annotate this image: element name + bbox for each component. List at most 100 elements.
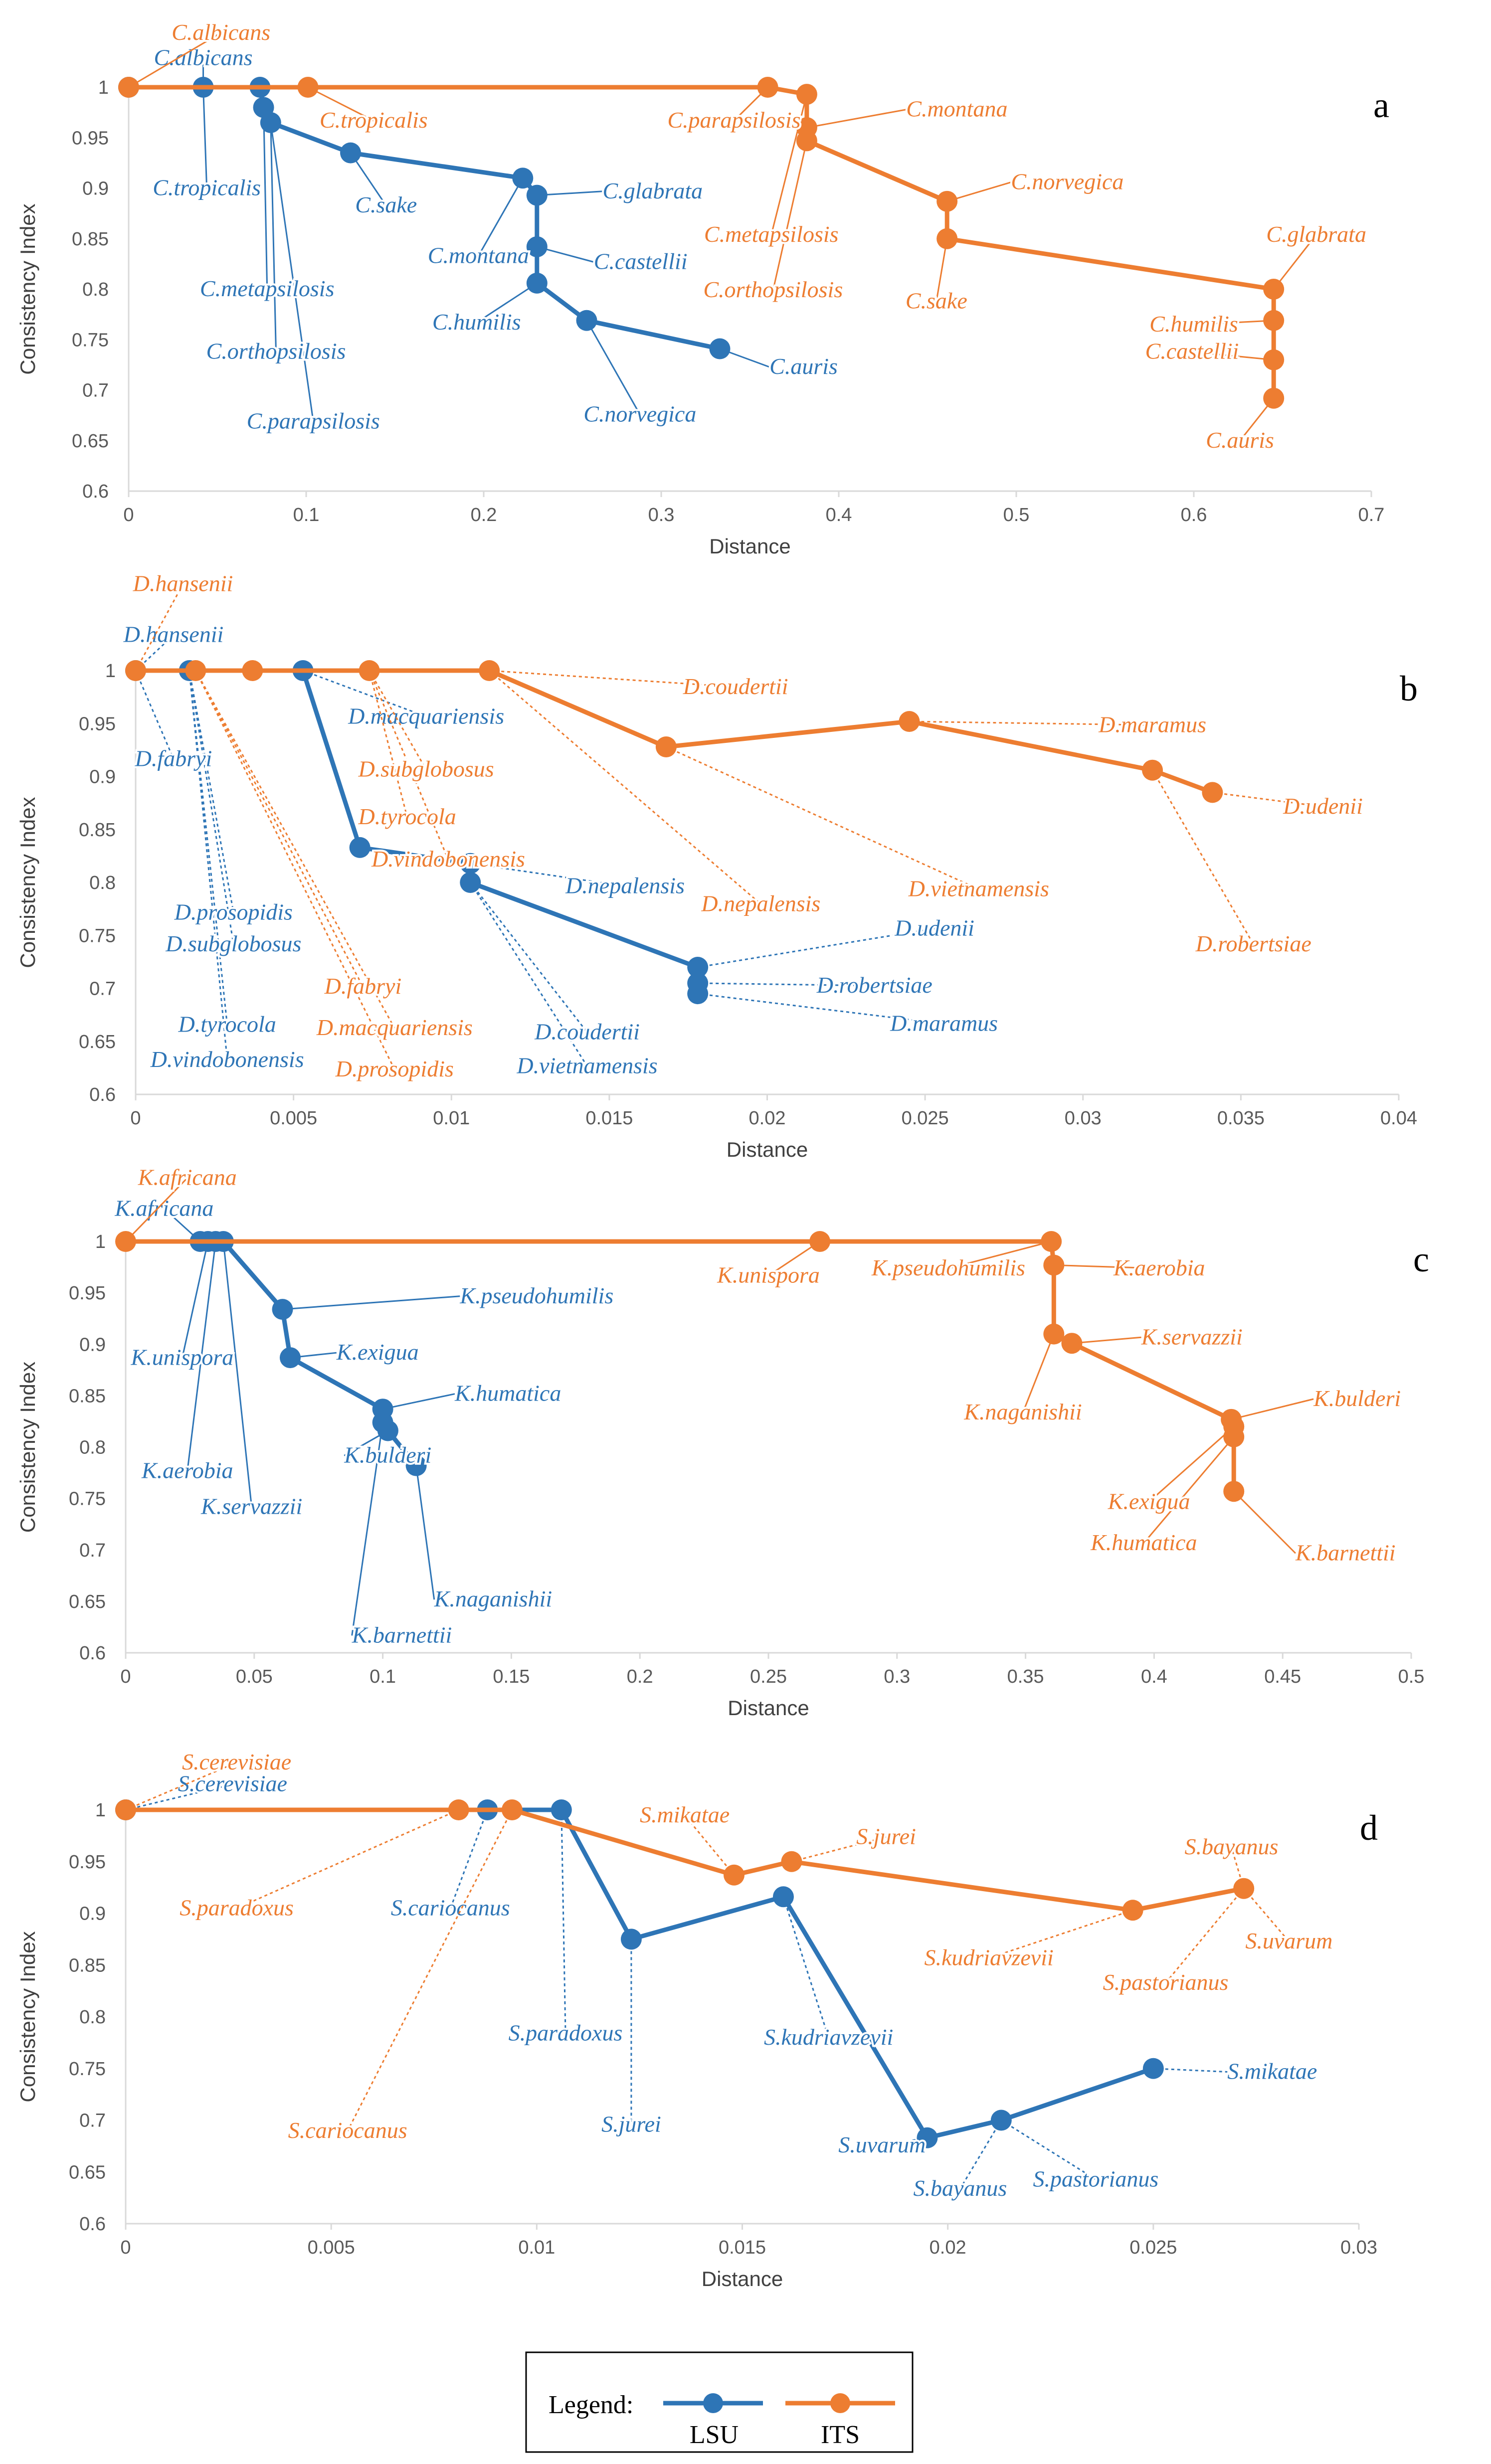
point-label-lsu: C.metapsilosis [200, 276, 335, 301]
x-axis-title: Distance [702, 2267, 783, 2290]
point-label-lsu: D.robertsiae [816, 972, 932, 998]
leader-line [415, 1465, 435, 1600]
leader-line [350, 152, 387, 206]
leader-line [946, 181, 1011, 202]
leader-line [909, 720, 1153, 726]
data-point-its [809, 1231, 831, 1252]
point-label-its: D.udenii [1283, 793, 1363, 819]
y-axis-title: Consistency Index [16, 797, 39, 968]
y-tick-label: 0.85 [79, 820, 116, 841]
x-tick-label: 0.45 [1264, 1666, 1301, 1687]
panel-c: 0 0.05 0.1 0.15 0.2 0.25 0.3 0.35 0.4 0.45 0.5 0.6 0… [16, 1163, 1429, 1720]
data-point-its [501, 1799, 523, 1820]
y-tick-label: 0.9 [79, 1334, 106, 1355]
point-label-lsu: S.cerevisiae [178, 1771, 287, 1796]
leader-line [1143, 1436, 1235, 1544]
leader-line [935, 238, 948, 302]
x-tick-label: 0.005 [308, 2237, 355, 2258]
leader-line [186, 1241, 216, 1471]
point-label-its: C.glabrata [1266, 221, 1366, 247]
leader-line [125, 1783, 233, 1811]
x-tick-label: 0.015 [719, 2237, 766, 2258]
point-label-lsu: K.pseudohumilis [459, 1283, 613, 1308]
data-point-lsu [460, 853, 481, 874]
data-point-lsu [917, 2127, 938, 2148]
y-tick-label: 0.8 [82, 279, 109, 300]
panel-letter: c [1413, 1239, 1429, 1279]
leader-line [125, 1177, 188, 1242]
x-tick-label: 0.2 [627, 1666, 653, 1687]
data-point-its [118, 77, 139, 98]
leader-line [560, 1809, 566, 2034]
data-point-lsu [687, 983, 709, 1005]
y-tick-label: 0.7 [89, 979, 116, 1000]
y-tick-label: 1 [95, 1232, 106, 1252]
point-label-its: C.tropicalis [320, 107, 428, 133]
point-label-lsu: S.pastorianus [1033, 2166, 1159, 2191]
panel-letter: a [1373, 85, 1389, 125]
x-axis-title: Distance [727, 1138, 808, 1161]
point-label-its: K.pseudohumilis [871, 1255, 1025, 1280]
data-point-its [479, 660, 500, 681]
point-label-its: S.bayanus [1185, 1834, 1279, 1859]
point-label-its: S.jurei [856, 1823, 916, 1849]
leader-line [1153, 2068, 1228, 2073]
data-point-its [781, 1851, 802, 1872]
point-label-its: K.humatica [1090, 1530, 1197, 1555]
x-tick-label: 0.1 [293, 505, 320, 526]
y-tick-label: 0.95 [79, 713, 116, 734]
y-tick-label: 0.65 [69, 2162, 106, 2183]
y-tick-label: 0.85 [69, 1955, 106, 1976]
y-tick-label: 0.8 [79, 1437, 106, 1458]
y-tick-label: 0.7 [79, 1540, 106, 1561]
x-tick-label: 0.01 [433, 1108, 470, 1129]
data-point-lsu [340, 142, 361, 164]
point-label-lsu: D.vietnamensis [516, 1053, 657, 1078]
x-tick-label: 0.03 [1340, 2237, 1377, 2258]
y-tick-label: 0.8 [79, 2007, 106, 2028]
point-label-lsu: K.exigua [336, 1339, 419, 1365]
data-point-its [1223, 1426, 1245, 1447]
leader-line [1193, 320, 1274, 326]
y-tick-label: 0.6 [89, 1084, 116, 1105]
data-point-its [936, 228, 958, 249]
point-label-lsu: D.subglobosus [165, 931, 301, 956]
point-label-its: C.montana [906, 96, 1007, 122]
data-point-its [115, 1231, 136, 1252]
y-tick-label: 0.9 [82, 178, 109, 199]
point-label-its: K.naganishii [963, 1399, 1082, 1424]
legend-lsu-marker [703, 2393, 723, 2413]
data-point-lsu [377, 1420, 398, 1441]
point-label-its: D.prosopidis [335, 1056, 454, 1081]
leader-line [1148, 1426, 1235, 1503]
data-point-its [1122, 1900, 1143, 1921]
point-label-its: S.kudriavzevii [924, 1944, 1053, 1970]
point-label-its: D.subglobosus [358, 756, 494, 782]
point-label-lsu: K.africana [114, 1195, 213, 1221]
x-tick-label: 0.2 [471, 505, 497, 526]
x-tick-label: 0.5 [1003, 505, 1030, 526]
y-tick-label: 0.65 [79, 1032, 116, 1053]
legend-its-marker [830, 2393, 850, 2413]
leader-line [369, 670, 449, 860]
data-point-lsu [279, 1347, 301, 1369]
panel-letter: d [1360, 1808, 1378, 1848]
x-tick-label: 0.05 [236, 1666, 273, 1687]
data-point-lsu [405, 1455, 427, 1476]
leader-line [666, 746, 979, 890]
point-label-lsu: D.hansenii [123, 622, 224, 647]
data-point-its [185, 660, 206, 681]
point-label-its: S.uvarum [1245, 1928, 1332, 1953]
point-label-its: D.fabryi [324, 973, 402, 999]
data-point-its [1233, 1878, 1255, 1899]
point-label-lsu: S.paradoxus [509, 2020, 623, 2046]
point-label-its: S.mikatae [640, 1802, 730, 1827]
panel-letter: b [1400, 669, 1418, 708]
leader-line [782, 1896, 830, 2038]
x-tick-label: 0.7 [1358, 505, 1385, 526]
leader-line [770, 94, 808, 235]
data-point-its [1043, 1323, 1065, 1345]
x-axis-title: Distance [709, 534, 790, 558]
leader-line [772, 140, 808, 291]
